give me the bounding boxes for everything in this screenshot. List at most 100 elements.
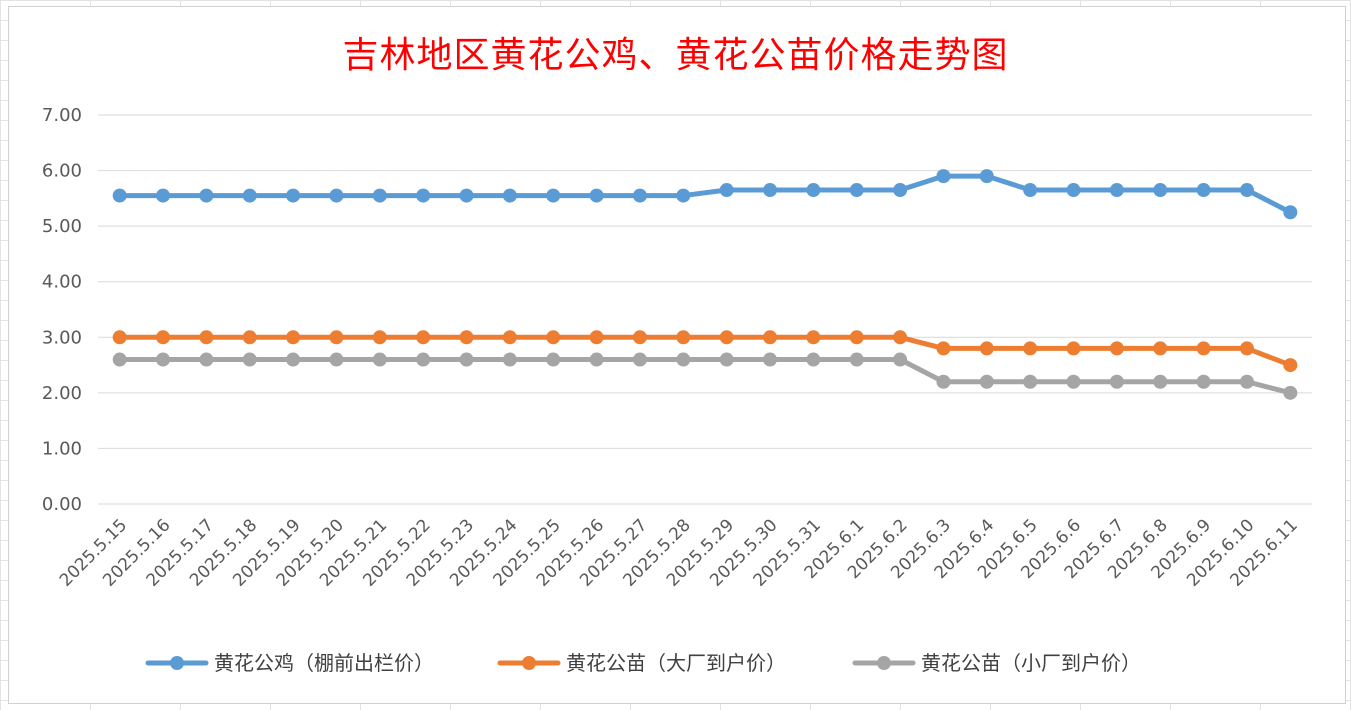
data-point [1196,374,1211,389]
data-point [329,188,344,203]
series-line-2 [117,357,1293,396]
data-point [632,188,647,203]
data-point [849,183,864,198]
data-point [979,341,994,356]
data-point [1109,374,1124,389]
data-point [416,188,431,203]
data-point [1023,183,1038,198]
data-point [286,188,301,203]
data-point [112,188,127,203]
legend-label: 黄花公鸡（棚前出栏价） [214,651,434,675]
data-point [156,352,171,367]
data-point [242,330,257,345]
data-point [1239,183,1254,198]
data-point [242,352,257,367]
data-point [156,188,171,203]
data-point [719,183,734,198]
legend: 黄花公鸡（棚前出栏价） 黄花公苗（大厂到户价） 黄花公苗（小厂到户价） [145,651,1141,675]
data-point [459,188,474,203]
data-point [1283,358,1298,373]
data-point [849,352,864,367]
x-axis-ticks: 2025.5.152025.5.162025.5.172025.5.182025… [56,515,1302,590]
legend-swatch-marker [170,656,184,670]
data-point [1196,341,1211,356]
legend-label: 黄花公苗（大厂到户价） [566,651,786,675]
data-point [372,188,387,203]
data-point [546,352,561,367]
data-point [1066,341,1081,356]
data-point [1153,183,1168,198]
legend-label: 黄花公苗（小厂到户价） [921,651,1141,675]
data-point [936,169,951,184]
data-point [459,330,474,345]
data-point [676,188,691,203]
data-point [632,352,647,367]
data-point [589,330,604,345]
y-tick-label: 0.00 [42,494,82,515]
y-tick-label: 4.00 [42,272,82,293]
data-point [112,330,127,345]
data-point [1153,341,1168,356]
data-point [459,352,474,367]
data-point [329,352,344,367]
data-point [1109,341,1124,356]
data-point [242,188,257,203]
data-point [589,188,604,203]
data-point [372,352,387,367]
data-point [893,183,908,198]
chart-area[interactable] [8,6,1346,704]
data-point [199,188,214,203]
data-point [806,352,821,367]
y-axis-ticks: 0.00 1.00 2.00 3.00 4.00 5.00 6.00 7.00 [42,105,82,515]
data-point [1109,183,1124,198]
data-point [1066,183,1081,198]
data-point [1283,205,1298,220]
data-point [1239,341,1254,356]
data-point [1239,374,1254,389]
y-tick-label: 2.00 [42,383,82,404]
y-tick-label: 5.00 [42,216,82,237]
data-point [1023,341,1038,356]
data-point [763,330,778,345]
data-point [1196,183,1211,198]
data-point [632,330,647,345]
data-point [806,183,821,198]
data-point [979,374,994,389]
data-point [1153,374,1168,389]
data-point [1283,385,1298,400]
data-point [156,330,171,345]
y-tick-label: 6.00 [42,161,82,182]
data-point [502,188,517,203]
data-point [719,330,734,345]
data-point [502,330,517,345]
data-point [416,352,431,367]
data-point [286,330,301,345]
data-point [546,330,561,345]
data-point [112,352,127,367]
data-point [806,330,821,345]
y-tick-label: 3.00 [42,327,82,348]
data-point [936,374,951,389]
chart-title: 吉林地区黄花公鸡、黄花公苗价格走势图 [342,35,1009,76]
data-point [1023,374,1038,389]
series-line-1 [117,334,1293,368]
data-point [199,330,214,345]
data-point [372,330,387,345]
data-point [589,352,604,367]
data-point [416,330,431,345]
gridlines [98,114,1312,505]
series-line-0 [117,173,1293,215]
data-point [199,352,214,367]
legend-swatch-marker [877,656,891,670]
data-point [546,188,561,203]
data-point [849,330,864,345]
data-point [979,169,994,184]
data-point [502,352,517,367]
legend-swatch-marker [522,656,536,670]
data-point [286,352,301,367]
y-tick-label: 7.00 [42,105,82,126]
y-tick-label: 1.00 [42,438,82,459]
data-point [893,330,908,345]
data-point [1066,374,1081,389]
